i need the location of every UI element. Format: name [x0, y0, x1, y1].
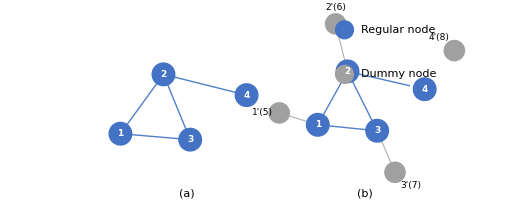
Circle shape	[269, 103, 290, 123]
Text: 1'(5): 1'(5)	[252, 108, 273, 117]
Circle shape	[306, 114, 329, 136]
Text: (b): (b)	[358, 188, 373, 198]
Circle shape	[235, 84, 258, 106]
Text: 3: 3	[187, 135, 194, 144]
Text: 3'(7): 3'(7)	[400, 181, 421, 190]
Circle shape	[366, 119, 389, 142]
Text: 4'(8): 4'(8)	[428, 33, 450, 42]
Text: 1: 1	[117, 129, 123, 138]
Text: (a): (a)	[179, 188, 195, 198]
Text: 3: 3	[374, 126, 380, 135]
Text: 4: 4	[422, 85, 428, 94]
Text: 1: 1	[314, 120, 321, 129]
Text: 2: 2	[344, 67, 351, 76]
Circle shape	[414, 78, 436, 100]
Circle shape	[336, 65, 354, 83]
Text: Regular node: Regular node	[361, 25, 435, 35]
Circle shape	[385, 162, 405, 182]
Circle shape	[336, 21, 354, 39]
Text: Dummy node: Dummy node	[361, 69, 436, 79]
Circle shape	[326, 14, 346, 34]
Circle shape	[152, 63, 175, 86]
Circle shape	[336, 60, 359, 83]
Circle shape	[179, 128, 202, 151]
Text: 2'(6): 2'(6)	[325, 3, 346, 12]
Circle shape	[109, 122, 132, 145]
Circle shape	[444, 41, 464, 61]
Text: 4: 4	[243, 91, 250, 100]
Text: 2: 2	[161, 70, 167, 79]
